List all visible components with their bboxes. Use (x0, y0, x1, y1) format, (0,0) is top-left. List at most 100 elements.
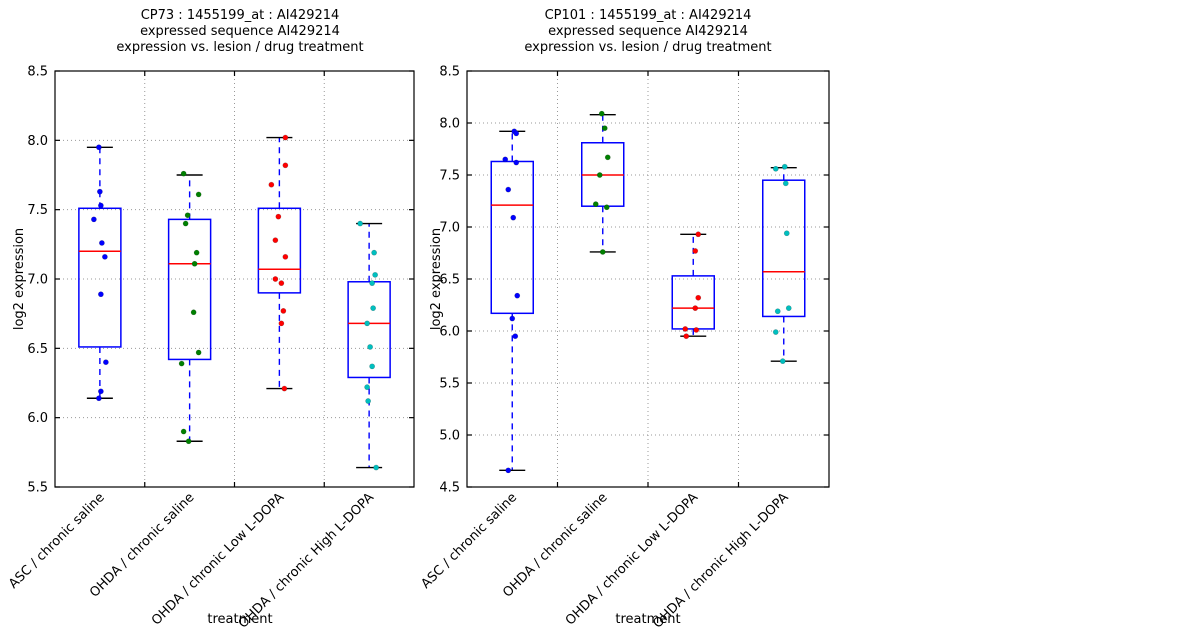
data-point (184, 212, 191, 219)
data-point (268, 181, 275, 188)
data-point (772, 165, 779, 172)
box (671, 275, 715, 330)
data-point (282, 253, 289, 260)
data-point (782, 180, 789, 187)
data-point (513, 159, 520, 166)
y-tick-label: 6.5 (27, 342, 48, 357)
data-point (510, 214, 517, 221)
data-point (512, 333, 519, 340)
data-point (278, 320, 285, 327)
data-point (180, 428, 187, 435)
x-axis-label-right: treatment (615, 612, 681, 627)
data-point (598, 110, 605, 117)
data-point (695, 231, 702, 238)
data-point (282, 134, 289, 141)
data-point (102, 359, 109, 366)
data-point (182, 220, 189, 227)
data-point (193, 249, 200, 256)
data-point (97, 202, 104, 209)
data-point (592, 201, 599, 208)
box (347, 281, 391, 379)
data-point (779, 358, 786, 365)
x-axis-label-left: treatment (207, 612, 273, 627)
data-point (774, 308, 781, 315)
plot-title-right: CP101 : 1455199_at : AI429214 expressed … (524, 8, 772, 55)
box (167, 218, 212, 361)
data-point (365, 398, 372, 404)
data-point (683, 333, 690, 340)
y-tick-label: 7.5 (439, 169, 460, 184)
data-point (505, 467, 512, 474)
box (257, 207, 302, 294)
data-point (513, 130, 520, 137)
x-tick-label: OHDA / chronic saline (87, 490, 197, 600)
y-tick-label: 8.0 (27, 134, 48, 149)
axes-frame (466, 70, 830, 488)
data-point (90, 216, 97, 223)
y-tick-label: 4.5 (439, 481, 460, 496)
y-tick-label: 5.5 (439, 377, 460, 392)
data-point (272, 276, 279, 282)
data-point (373, 464, 380, 471)
data-point (272, 237, 279, 244)
y-tick-label: 6.0 (439, 325, 460, 340)
data-point (185, 438, 192, 445)
data-point (502, 156, 509, 163)
data-point (371, 249, 378, 256)
data-point (367, 344, 374, 350)
data-point (97, 291, 104, 298)
data-point (369, 363, 376, 370)
data-point (596, 172, 603, 178)
data-point (603, 204, 610, 211)
data-point (278, 280, 285, 287)
y-axis-label-left: log2 expression (12, 227, 27, 331)
y-tick-label: 7.0 (27, 273, 48, 288)
y-tick-label: 7.5 (27, 203, 48, 218)
x-tick-label: OHDA / chronic saline (500, 490, 610, 600)
data-point (190, 309, 197, 316)
data-point (101, 253, 108, 260)
data-point (695, 294, 702, 301)
data-point (364, 320, 371, 327)
data-point (599, 249, 606, 255)
box (78, 207, 122, 348)
data-point (357, 220, 364, 227)
y-tick-label: 8.5 (27, 65, 48, 80)
y-tick-label: 6.0 (27, 411, 48, 426)
data-point (509, 315, 516, 322)
data-point (180, 170, 187, 177)
data-point (97, 388, 104, 395)
y-tick-label: 8.5 (439, 65, 460, 80)
y-tick-label: 5.5 (27, 481, 48, 496)
data-point (692, 305, 699, 312)
data-point (369, 280, 376, 287)
box (762, 179, 806, 318)
data-point (280, 307, 287, 314)
data-point (372, 271, 379, 278)
data-point (95, 395, 102, 402)
data-point (195, 349, 202, 356)
y-axis-label-right: log2 expression (429, 227, 444, 331)
data-point (275, 213, 282, 220)
data-point (693, 327, 700, 333)
data-point (95, 144, 102, 151)
data-point (783, 230, 790, 237)
data-point (96, 188, 103, 195)
data-point (781, 163, 788, 170)
data-point (772, 329, 779, 335)
x-tick-label: ASC / chronic saline (419, 490, 521, 592)
y-tick-label: 6.5 (439, 273, 460, 288)
data-point (282, 162, 289, 169)
data-point (364, 384, 371, 391)
data-point (604, 154, 611, 161)
y-tick-label: 5.0 (439, 429, 460, 444)
axes-frame (54, 70, 415, 488)
y-tick-label: 8.0 (439, 117, 460, 132)
y-tick-label: 7.0 (439, 221, 460, 236)
data-point (601, 125, 608, 132)
x-tick-label: ASC / chronic saline (6, 490, 108, 592)
data-point (195, 191, 202, 198)
plot-title-left: CP73 : 1455199_at : AI429214 expressed s… (116, 8, 364, 55)
